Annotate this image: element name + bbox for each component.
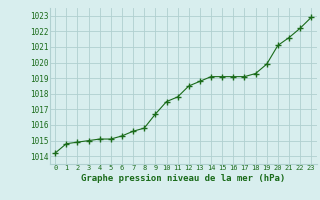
X-axis label: Graphe pression niveau de la mer (hPa): Graphe pression niveau de la mer (hPa) bbox=[81, 174, 285, 183]
